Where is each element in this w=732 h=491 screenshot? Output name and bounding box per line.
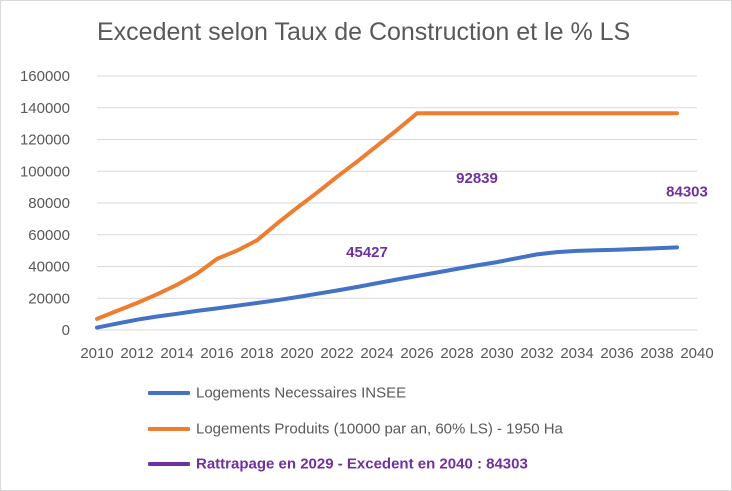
x-tick-label: 2036 — [600, 345, 633, 362]
x-tick-label: 2010 — [80, 345, 113, 362]
x-tick-label: 2012 — [120, 345, 153, 362]
x-tick-label: 2016 — [200, 345, 233, 362]
annotation-label: 45427 — [346, 244, 388, 261]
y-tick-label: 60000 — [28, 227, 70, 244]
legend-swatch-rattrapage — [148, 462, 190, 467]
annotation-label: 84303 — [666, 184, 708, 201]
y-tick-label: 80000 — [28, 195, 70, 212]
x-tick-label: 2018 — [240, 345, 273, 362]
x-tick-label: 2028 — [440, 345, 473, 362]
x-tick-label: 2040 — [680, 345, 713, 362]
legend-label-produits: Logements Produits (10000 par an, 60% LS… — [196, 420, 563, 438]
legend-label-rattrapage: Rattrapage en 2029 - Excedent en 2040 : … — [196, 455, 528, 473]
x-tick-label: 2024 — [360, 345, 393, 362]
legend-entry-produits: Logements Produits (10000 par an, 60% LS… — [148, 420, 563, 438]
y-tick-label: 160000 — [20, 68, 70, 85]
annotation-label: 92839 — [456, 170, 498, 187]
chart-title: Excedent selon Taux de Construction et l… — [97, 18, 631, 46]
y-tick-label: 0 — [62, 322, 70, 339]
y-tick-label: 140000 — [20, 100, 70, 117]
x-tick-label: 2034 — [560, 345, 593, 362]
x-tick-label: 2030 — [480, 345, 513, 362]
x-tick-label: 2032 — [520, 345, 553, 362]
x-tick-label: 2022 — [320, 345, 353, 362]
x-tick-label: 2014 — [160, 345, 193, 362]
series-line-0 — [95, 245, 679, 330]
x-tick-label: 2020 — [280, 345, 313, 362]
x-tick-label: 2026 — [400, 345, 433, 362]
legend-swatch-produits — [148, 427, 190, 432]
series-line-1 — [95, 111, 679, 321]
y-tick-label: 20000 — [28, 290, 70, 307]
legend-label-insee: Logements Necessaires INSEE — [196, 384, 407, 402]
y-tick-label: 100000 — [20, 163, 70, 180]
legend-entry-insee: Logements Necessaires INSEE — [148, 384, 406, 402]
y-tick-label: 120000 — [20, 132, 70, 149]
legend-entry-rattrapage: Rattrapage en 2029 - Excedent en 2040 : … — [148, 455, 528, 473]
legend-swatch-insee — [148, 391, 190, 396]
x-tick-label: 2038 — [640, 345, 673, 362]
y-tick-label: 40000 — [28, 259, 70, 276]
